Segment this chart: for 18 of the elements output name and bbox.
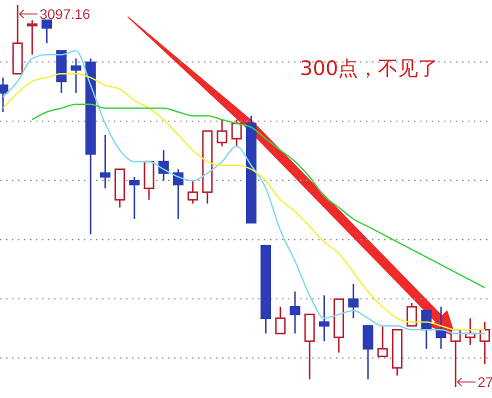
candlestick xyxy=(290,290,300,334)
candlestick xyxy=(377,325,388,358)
candlestick xyxy=(129,176,140,220)
candlestick xyxy=(26,20,38,56)
candlestick xyxy=(70,58,82,94)
candlestick xyxy=(172,168,184,220)
candlestick xyxy=(188,180,198,204)
candlestick xyxy=(318,294,330,342)
annotation: 3097.16 xyxy=(40,6,90,22)
candlestick xyxy=(406,302,418,327)
candlestick xyxy=(42,20,52,44)
candlestick xyxy=(231,118,242,148)
annotation: 300点，不见了 xyxy=(300,56,438,80)
candlestick xyxy=(348,283,359,319)
candlestick xyxy=(100,134,110,190)
candlestick xyxy=(275,306,286,334)
candlestick xyxy=(216,118,228,148)
candlestick xyxy=(362,325,374,380)
